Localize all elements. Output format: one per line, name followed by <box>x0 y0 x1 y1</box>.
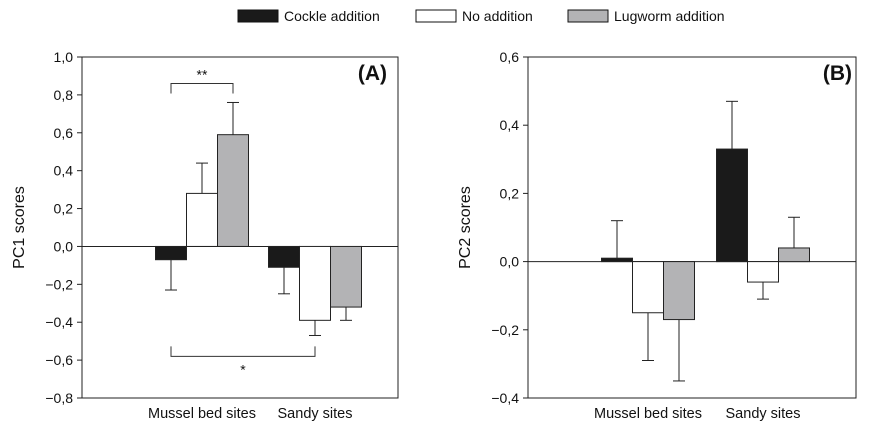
bar <box>155 245 187 261</box>
bar <box>299 245 331 321</box>
y-tick-label: 0,8 <box>54 87 74 103</box>
panel-label: (B) <box>823 62 852 85</box>
bar <box>186 192 218 247</box>
y-tick-label: 0,6 <box>500 49 520 65</box>
legend-swatch-cockle <box>237 9 279 23</box>
y-tick-label: 0,0 <box>500 254 520 270</box>
y-tick-label: −0,6 <box>45 352 73 368</box>
y-tick-label: 0,0 <box>54 238 74 254</box>
significance-bracket <box>170 83 234 94</box>
chart-panel-2: 0,6 0,4 0,2 0,0 −0,2 −0,4 PC2 scores (B) Mussel … <box>457 49 857 422</box>
bar <box>747 261 779 283</box>
y-tick-label: 0,6 <box>54 125 74 141</box>
bar <box>778 247 810 263</box>
legend-label-cockle: Cockle addition <box>284 8 380 24</box>
plot-frame <box>527 56 857 399</box>
y-axis-label: PC1 scores <box>11 186 28 269</box>
y-tick-label: 0,2 <box>54 201 74 217</box>
category-label: Mussel bed sites <box>148 406 256 422</box>
bar <box>716 148 748 263</box>
legend-swatch-lugworm <box>567 9 609 23</box>
y-tick-label: −0,4 <box>491 390 519 406</box>
category-label: Sandy sites <box>726 406 801 422</box>
legend-item-cockle: Cockle addition <box>237 8 380 24</box>
legend-label-lugworm: Lugworm addition <box>614 8 725 24</box>
legend-item-no-addition: No addition <box>415 8 533 24</box>
y-tick-label: −0,2 <box>491 322 519 338</box>
category-label: Sandy sites <box>278 406 353 422</box>
legend-item-lugworm: Lugworm addition <box>567 8 725 24</box>
y-tick-label: 0,4 <box>54 163 74 179</box>
bar <box>217 134 249 247</box>
category-label: Mussel bed sites <box>594 406 702 422</box>
legend-label-no-addition: No addition <box>462 8 533 24</box>
significance-label: * <box>240 361 246 377</box>
y-axis-label: PC2 scores <box>457 186 474 269</box>
legend-svg: Cockle addition No addition Lugworm addi… <box>237 8 725 24</box>
y-tick-label: −0,8 <box>45 390 73 406</box>
significance-bracket <box>170 346 316 357</box>
y-tick-label: 0,2 <box>500 185 520 201</box>
plot-frame <box>81 56 399 399</box>
legend-swatch-no-addition <box>415 9 457 23</box>
y-tick-label: −0,2 <box>45 276 73 292</box>
chart-panel-1: 1,0 0,8 0,6 0,4 0,2 0,0 −0,2 −0,4 −0,6 −0,8 PC1 sc… <box>11 49 399 422</box>
significance-label: ** <box>197 67 208 83</box>
panel-label: (A) <box>358 62 387 85</box>
y-tick-label: 1,0 <box>54 49 74 65</box>
bar <box>330 245 362 308</box>
bar <box>632 261 664 314</box>
legend: Cockle addition No addition Lugworm addi… <box>0 6 869 28</box>
y-tick-label: −0,4 <box>45 314 73 330</box>
bar <box>663 261 695 321</box>
bar <box>268 245 300 268</box>
bar <box>601 257 633 263</box>
y-tick-label: 0,4 <box>500 117 520 133</box>
